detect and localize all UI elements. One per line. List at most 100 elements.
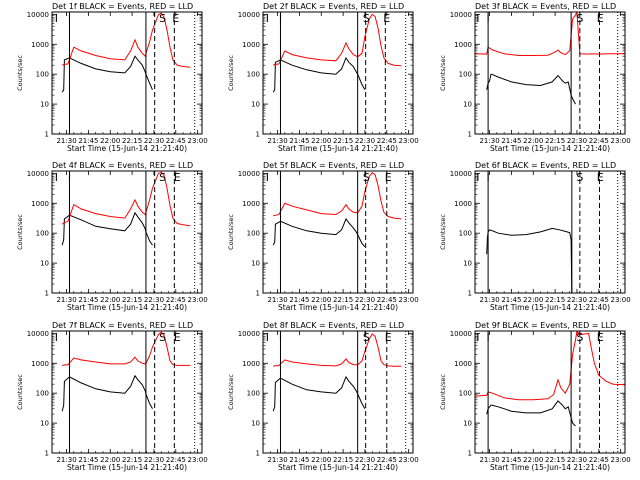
x-tick-label: 21:45	[289, 456, 309, 464]
x-tick-label: 23:00	[188, 456, 208, 464]
x-tick-label: 22:00	[100, 296, 120, 304]
x-tick-label: 22:30	[355, 456, 375, 464]
marker-label: S	[363, 171, 370, 184]
marker-label: E	[385, 331, 392, 344]
marker-label: I	[486, 331, 489, 344]
plot-frame	[51, 170, 203, 294]
panel-data	[61, 12, 191, 93]
x-tick-label: 21:30	[56, 296, 76, 304]
x-tick-label: 22:15	[545, 137, 565, 145]
y-axis-label: Counts/sec	[16, 214, 24, 250]
x-axis-label: Start Time (15-Jun-14 21:21:40)	[490, 144, 610, 153]
x-tick-label: 22:45	[377, 137, 397, 145]
events-series-line	[61, 374, 153, 412]
x-tick-label: 22:30	[355, 137, 375, 145]
marker-label: I	[55, 331, 58, 344]
x-tick-label: 22:00	[100, 137, 120, 145]
lld-series-line	[61, 12, 191, 68]
x-axis-label: Start Time (15-Jun-14 21:21:40)	[278, 463, 398, 472]
x-tick-label: 21:30	[56, 137, 76, 145]
y-tick-label: 1	[45, 450, 49, 458]
y-tick-label: 100	[36, 230, 49, 238]
y-axis-label: Counts/sec	[439, 374, 447, 410]
panel-title: Det 8f BLACK = Events, RED = LLD	[263, 321, 404, 330]
x-tick-label: 22:00	[523, 296, 543, 304]
y-tick-label: 10	[40, 260, 49, 268]
y-tick-label: 1000	[242, 360, 260, 368]
x-tick-label: 21:45	[78, 456, 98, 464]
y-tick-label: 10	[40, 101, 49, 109]
x-tick-label: 23:00	[611, 137, 631, 145]
events-series-line	[272, 56, 366, 93]
x-tick-label: 22:15	[545, 456, 565, 464]
x-tick-label: 22:45	[377, 296, 397, 304]
x-axis-label: Start Time (15-Jun-14 21:21:40)	[490, 303, 610, 312]
y-tick-label: 100	[36, 390, 49, 398]
x-tick-label: 23:00	[188, 137, 208, 145]
x-tick-label: 22:15	[333, 137, 353, 145]
events-series-line	[486, 73, 576, 105]
y-tick-label: 10000	[450, 170, 472, 178]
y-tick-label: 10000	[27, 11, 49, 19]
panel-title: Det 2f BLACK = Events, RED = LLD	[263, 2, 404, 11]
events-series-line	[486, 400, 576, 427]
marker-label: E	[597, 331, 604, 344]
x-tick-label: 21:45	[78, 296, 98, 304]
events-series-line	[272, 217, 366, 248]
x-tick-label: 22:30	[355, 296, 375, 304]
panel-data	[486, 227, 625, 293]
marker-label: I	[279, 12, 282, 25]
panel-det-5: Det 5f BLACK = Events, RED = LLD 21:30 21:…	[227, 161, 419, 312]
y-tick-label: 1	[256, 131, 260, 139]
y-tick-label: 10	[463, 101, 472, 109]
marker-label: I	[55, 171, 58, 184]
y-tick-label: 100	[459, 71, 472, 79]
panel-title: Det 6f BLACK = Events, RED = LLD	[475, 161, 616, 170]
y-tick-label: 10000	[238, 11, 260, 19]
x-tick-label: 21:30	[479, 456, 499, 464]
marker-label: S	[159, 171, 166, 184]
marker-label: I	[279, 171, 282, 184]
y-tick-label: 1	[468, 290, 472, 298]
plot-frame	[262, 11, 414, 135]
lld-series-line	[273, 172, 402, 220]
x-tick-label: 22:15	[333, 296, 353, 304]
y-tick-label: 10000	[450, 11, 472, 19]
x-tick-label: 21:30	[479, 137, 499, 145]
x-tick-label: 22:00	[100, 456, 120, 464]
x-tick-label: 21:45	[78, 137, 98, 145]
marker-label: E	[385, 171, 392, 184]
x-tick-label: 21:30	[56, 456, 76, 464]
y-tick-label: 1000	[454, 200, 472, 208]
marker-label: S	[159, 331, 166, 344]
marker-label: I	[68, 331, 71, 344]
y-tick-label: 1	[468, 131, 472, 139]
y-tick-label: 1	[256, 290, 260, 298]
marker-label: E	[383, 12, 390, 25]
lld-series-line	[61, 171, 191, 227]
marker-label: I	[279, 331, 282, 344]
panel-det-8: Det 8f BLACK = Events, RED = LLD 21:30 21:…	[227, 321, 419, 472]
y-tick-label: 1	[45, 131, 49, 139]
x-tick-label: 21:30	[267, 296, 287, 304]
x-tick-label: 22:15	[122, 456, 142, 464]
x-tick-label: 23:00	[399, 456, 419, 464]
y-tick-label: 1000	[31, 360, 49, 368]
y-axis-label: Counts/sec	[439, 214, 447, 250]
x-tick-label: 22:15	[122, 296, 142, 304]
y-tick-label: 100	[459, 390, 472, 398]
lld-series-line	[62, 331, 191, 366]
panel-data	[272, 13, 402, 93]
panel-det-2: Det 2f BLACK = Events, RED = LLD 21:30 21:…	[227, 2, 419, 153]
panel-title: Det 9f BLACK = Events, RED = LLD	[475, 321, 616, 330]
panel-data	[272, 172, 402, 248]
y-tick-label: 100	[247, 390, 260, 398]
x-tick-label: 22:30	[144, 456, 164, 464]
x-tick-label: 22:45	[589, 137, 609, 145]
y-tick-label: 100	[36, 71, 49, 79]
events-series-line	[486, 227, 625, 293]
panel-title: Det 7f BLACK = Events, RED = LLD	[52, 321, 193, 330]
panel-det-1: Det 1f BLACK = Events, RED = LLD 21:30 21:…	[16, 2, 208, 153]
